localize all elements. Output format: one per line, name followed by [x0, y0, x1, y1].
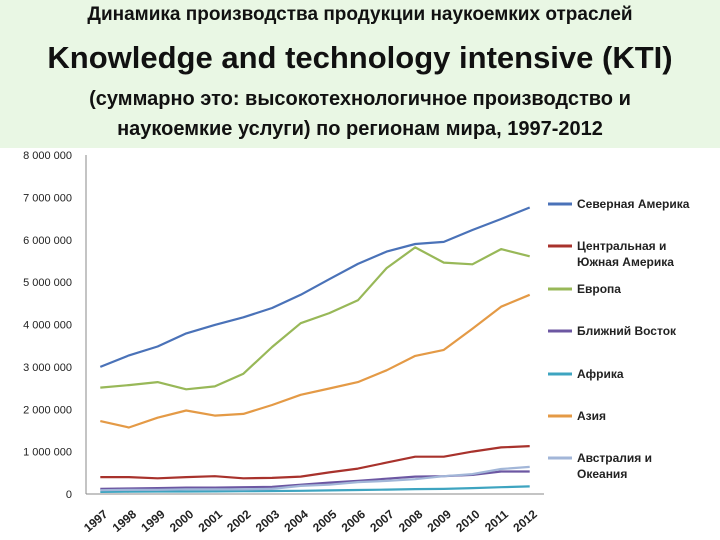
x-tick-label: 1998 — [110, 507, 140, 535]
y-tick-label: 2 000 000 — [23, 404, 72, 416]
x-tick-label: 2012 — [510, 507, 540, 535]
x-tick-label: 2009 — [425, 507, 455, 535]
x-tick-label: 2008 — [396, 507, 426, 535]
series-line-3 — [100, 246, 530, 391]
x-tick-label: 2003 — [253, 507, 283, 535]
chart-subtitle-line-2: наукоемкие услуги) по регионам мира, 199… — [117, 118, 603, 140]
legend-label: Ближний Восток — [577, 324, 677, 338]
y-tick-label: 5 000 000 — [23, 277, 72, 289]
y-tick-label: 7 000 000 — [23, 192, 72, 204]
legend-label: Южная Америка — [577, 255, 674, 269]
chart-title-english: Knowledge and technology intensive (KTI) — [47, 40, 673, 75]
x-tick-label: 2000 — [167, 507, 197, 535]
series-line-7 — [100, 465, 530, 492]
chart-title-russian: Динамика производства продукции наукоемк… — [87, 4, 633, 25]
series-line-5 — [100, 485, 530, 493]
x-tick-label: 2006 — [339, 507, 369, 535]
y-tick-label: 1 000 000 — [23, 447, 72, 459]
x-tick-label: 2010 — [453, 507, 483, 535]
legend-label: Северная Америка — [577, 197, 690, 211]
x-tick-label: 1997 — [81, 507, 111, 535]
x-tick-label: 2007 — [367, 507, 397, 535]
y-tick-label: 8 000 000 — [23, 150, 72, 162]
x-tick-label: 1999 — [138, 507, 168, 535]
legend-label: Австралия и — [577, 451, 652, 465]
chart-subtitle-line-1: (суммарно это: высокотехнологичное произ… — [89, 88, 631, 110]
series-line-2 — [100, 445, 530, 480]
legend-label: Океания — [577, 467, 627, 481]
chart-header: Динамика производства продукции наукоемк… — [0, 0, 720, 148]
chart-subtitle: (суммарно это: высокотехнологичное произ… — [0, 84, 720, 144]
legend-label: Центральная и — [577, 239, 666, 253]
series-line-1 — [99, 206, 531, 368]
legend-label: Европа — [577, 282, 621, 296]
legend-label: Азия — [577, 409, 606, 423]
y-tick-label: 0 — [66, 489, 72, 501]
x-tick-label: 2005 — [310, 507, 340, 535]
x-tick-label: 2002 — [224, 507, 254, 535]
legend-label: Африка — [577, 367, 624, 381]
y-tick-label: 4 000 000 — [23, 320, 72, 332]
x-tick-label: 2001 — [196, 507, 226, 535]
series-line-6 — [100, 293, 531, 429]
y-tick-label: 6 000 000 — [23, 235, 72, 247]
y-tick-label: 3 000 000 — [23, 362, 72, 374]
x-tick-label: 2011 — [482, 507, 511, 535]
x-tick-label: 2004 — [281, 507, 311, 535]
